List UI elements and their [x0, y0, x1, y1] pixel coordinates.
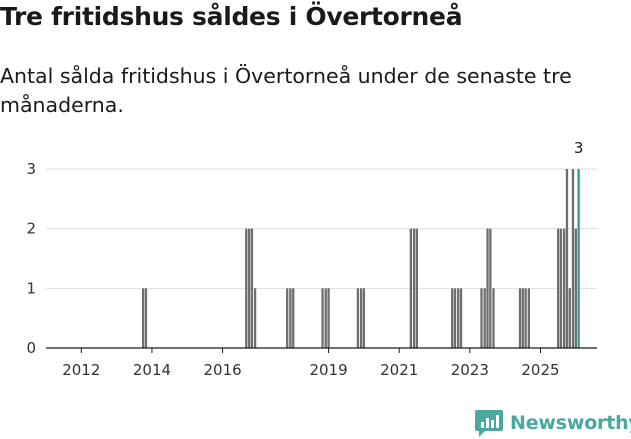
x-tick-label: 2023 — [451, 361, 489, 379]
bar — [557, 228, 560, 348]
bar — [359, 288, 363, 348]
highlight-value-label: 3 — [574, 139, 584, 157]
bar — [286, 288, 289, 348]
bar — [289, 288, 292, 348]
y-tick-label: 0 — [26, 339, 36, 357]
bar — [559, 228, 563, 348]
x-tick-label: 2014 — [133, 361, 171, 379]
bar — [521, 288, 524, 348]
bar — [518, 288, 522, 348]
bar — [253, 288, 257, 348]
bar — [492, 288, 495, 348]
bar — [327, 288, 330, 348]
bar — [459, 288, 463, 348]
bar — [141, 288, 145, 348]
bar — [245, 228, 248, 348]
gridlines — [46, 168, 597, 289]
brand-logo: Newsworthy — [474, 407, 631, 439]
bar — [250, 228, 254, 348]
y-tick-label: 1 — [26, 279, 36, 297]
chart-subtitle: Antal sålda fritidshus i Övertorneå unde… — [0, 64, 572, 117]
bar — [412, 228, 416, 348]
y-axis-labels: 0 1 2 3 — [26, 160, 36, 357]
bar — [563, 228, 566, 348]
bar — [565, 169, 569, 348]
bar — [524, 288, 527, 348]
bar — [321, 288, 324, 348]
bar — [568, 288, 571, 348]
bar — [453, 288, 457, 348]
y-tick-label: 3 — [26, 160, 36, 178]
newsworthy-logo-icon — [475, 410, 503, 437]
chart-title: Tre fritidshus såldes i Övertorneå — [0, 2, 463, 31]
annotations: 3 — [574, 139, 584, 157]
bar — [489, 228, 492, 348]
x-tick-label: 2025 — [521, 361, 559, 379]
bar — [292, 288, 295, 348]
y-tick-label: 2 — [26, 220, 36, 238]
bar — [486, 228, 489, 348]
x-tick-label: 2016 — [204, 361, 242, 379]
bar — [144, 288, 148, 348]
bar — [324, 288, 327, 348]
bar — [356, 288, 360, 348]
bar — [574, 228, 577, 348]
brand-name: Newsworthy — [510, 412, 631, 434]
bar — [480, 288, 483, 348]
bar-highlight — [577, 169, 580, 348]
bars — [141, 169, 580, 348]
bar — [247, 228, 251, 348]
bar — [451, 288, 454, 348]
bar — [409, 228, 413, 348]
bar — [362, 288, 366, 348]
bar — [483, 288, 486, 348]
bar-chart: 0 1 2 3 2012 2014 2016 2019 2021 2023 2025 3 — [26, 139, 597, 379]
bar — [415, 228, 419, 348]
bar — [571, 169, 575, 348]
x-axis-labels: 2012 2014 2016 2019 2021 2023 2025 — [62, 348, 560, 379]
bar — [527, 288, 530, 348]
x-tick-label: 2019 — [309, 361, 347, 379]
x-tick-label: 2021 — [380, 361, 418, 379]
bar — [457, 288, 460, 348]
x-tick-label: 2012 — [62, 361, 100, 379]
